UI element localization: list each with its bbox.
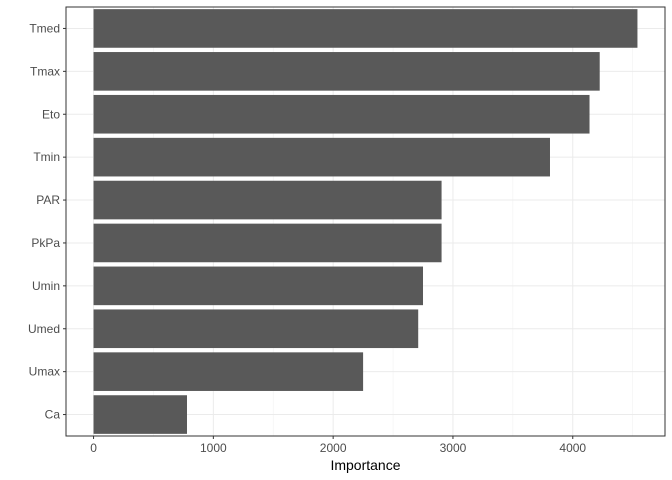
bar-tmin bbox=[93, 137, 550, 177]
x-tick-label: 2000 bbox=[320, 441, 347, 455]
bar-eto bbox=[93, 94, 590, 134]
x-axis-title: Importance bbox=[330, 457, 400, 473]
bar-umin bbox=[93, 266, 424, 306]
bar-pkpa bbox=[93, 223, 442, 263]
y-tick-label: Tmin bbox=[33, 150, 60, 164]
bar-umed bbox=[93, 309, 419, 349]
y-tick-label: Tmed bbox=[29, 21, 60, 35]
x-axis: 0 1000 2000 3000 4000 bbox=[90, 436, 586, 455]
x-tick-label: 1000 bbox=[200, 441, 227, 455]
bar-umax bbox=[93, 352, 364, 391]
bar-par bbox=[93, 180, 442, 220]
y-axis: Tmed Tmax Eto Tmin PAR PkPa Umin Umed Umax Ca bbox=[28, 21, 66, 422]
panel-border bbox=[65, 6, 666, 437]
y-tick-label: PkPa bbox=[31, 236, 60, 250]
x-tick-label: 3000 bbox=[440, 441, 467, 455]
bar-tmax bbox=[93, 52, 600, 91]
x-tick-label: 4000 bbox=[559, 441, 586, 455]
y-tick-label: Eto bbox=[42, 107, 60, 121]
x-tick-label: 0 bbox=[90, 441, 97, 455]
bar-ca bbox=[93, 395, 187, 434]
y-tick-label: PAR bbox=[36, 193, 60, 207]
bars bbox=[93, 9, 638, 434]
y-tick-label: Tmax bbox=[30, 64, 60, 78]
y-tick-label: Umin bbox=[32, 279, 60, 293]
bar-tmed bbox=[93, 9, 638, 48]
y-tick-label: Umax bbox=[29, 365, 60, 379]
y-tick-label: Ca bbox=[45, 408, 61, 422]
y-tick-label: Umed bbox=[28, 322, 60, 336]
